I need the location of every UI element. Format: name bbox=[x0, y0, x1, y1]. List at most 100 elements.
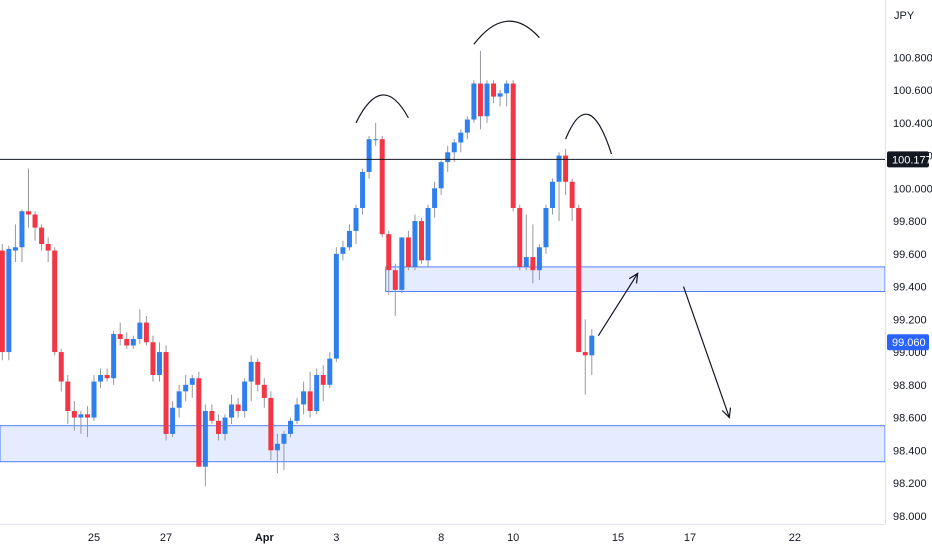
candle-body-up bbox=[464, 119, 470, 133]
candle-body-down bbox=[576, 207, 582, 353]
x-ticks-layer: 25 27 Apr 3 8 10 15 17 22 bbox=[88, 532, 801, 544]
candle-body-up bbox=[78, 414, 84, 418]
candle-body-down bbox=[163, 352, 169, 434]
candle-body-down bbox=[307, 391, 313, 412]
y-tick-label: 98.600 bbox=[893, 413, 927, 425]
y-tick-label: 99.200 bbox=[893, 314, 927, 326]
candle bbox=[150, 335, 156, 382]
candle-body-up bbox=[229, 404, 235, 418]
x-tick-label: 27 bbox=[160, 532, 172, 544]
x-tick-label: 15 bbox=[612, 532, 624, 544]
candle bbox=[39, 224, 45, 251]
y-tick-label: 98.400 bbox=[893, 445, 927, 457]
y-tick-label: 98.200 bbox=[893, 478, 927, 490]
candle bbox=[340, 240, 346, 261]
candle bbox=[576, 204, 582, 353]
candle bbox=[556, 152, 562, 222]
candle bbox=[412, 214, 418, 271]
candle bbox=[196, 371, 202, 467]
candle-body-up bbox=[222, 417, 228, 434]
candle-body-down bbox=[39, 227, 45, 244]
candle-body-up bbox=[340, 247, 346, 254]
candle bbox=[229, 394, 235, 425]
candle-body-down bbox=[392, 270, 398, 290]
candle bbox=[143, 316, 149, 346]
candle-body-down bbox=[320, 374, 326, 385]
candle bbox=[163, 345, 169, 441]
candle-body-up bbox=[98, 374, 104, 382]
candle-body-down bbox=[209, 411, 215, 421]
y-tick-label: 99.600 bbox=[893, 249, 927, 261]
candle-body-down bbox=[215, 420, 221, 434]
candle-body-down bbox=[0, 250, 5, 353]
candle bbox=[497, 90, 503, 107]
candle bbox=[6, 245, 12, 361]
candle bbox=[84, 406, 90, 438]
candle bbox=[215, 414, 221, 441]
candle bbox=[104, 368, 110, 382]
candle bbox=[530, 224, 536, 284]
candle bbox=[268, 391, 274, 461]
candle bbox=[288, 417, 293, 438]
candle-body-up bbox=[445, 152, 451, 163]
y-tick-label: 100.800 bbox=[893, 52, 932, 64]
candle-body-up bbox=[432, 188, 438, 208]
candle-body-down bbox=[143, 322, 149, 343]
candle-body-down bbox=[569, 181, 575, 208]
candle-body-up bbox=[556, 155, 562, 182]
candle-body-up bbox=[451, 142, 457, 153]
candle-body-down bbox=[517, 207, 523, 267]
head-arc bbox=[473, 20, 540, 45]
candle-body-up bbox=[484, 83, 490, 117]
candle bbox=[281, 430, 287, 470]
candle bbox=[294, 397, 300, 425]
candle-body-up bbox=[353, 207, 359, 231]
candle bbox=[569, 178, 575, 222]
candle-body-up bbox=[157, 352, 162, 375]
candle-body-up bbox=[536, 247, 542, 271]
candle bbox=[523, 214, 529, 271]
right-shoulder-arc bbox=[565, 113, 613, 155]
candle-body-up bbox=[12, 247, 18, 251]
candle-body-up bbox=[170, 407, 176, 434]
candle-body-up bbox=[301, 391, 307, 405]
candle bbox=[71, 401, 77, 431]
candle bbox=[320, 365, 326, 402]
candle bbox=[392, 263, 398, 317]
candle-body-up bbox=[458, 132, 464, 143]
candle-body-down bbox=[150, 342, 156, 375]
candle bbox=[491, 80, 497, 104]
decline-arrow-head bbox=[721, 407, 732, 419]
candle-body-down bbox=[405, 237, 411, 267]
bounce-arrow bbox=[597, 272, 639, 337]
candle bbox=[458, 129, 464, 153]
candle bbox=[45, 237, 51, 262]
candle-body-up bbox=[274, 443, 280, 451]
candle-body-up bbox=[314, 374, 320, 412]
candle bbox=[78, 411, 84, 434]
y-tick-label: 100.400 bbox=[893, 118, 932, 130]
candle-body-up bbox=[288, 420, 293, 434]
candle bbox=[261, 378, 267, 408]
candle bbox=[399, 237, 405, 294]
demand-zone-lower bbox=[0, 425, 886, 463]
candle bbox=[471, 80, 477, 123]
candle bbox=[32, 211, 38, 241]
candle bbox=[484, 80, 490, 123]
x-tick-label: 3 bbox=[333, 532, 339, 544]
candle bbox=[504, 80, 510, 107]
candle-body-up bbox=[91, 381, 97, 418]
y-tick-label: 100.600 bbox=[893, 85, 932, 97]
candle bbox=[189, 374, 195, 398]
candle-body-up bbox=[281, 433, 287, 444]
candle-body-up bbox=[189, 378, 195, 385]
candle-body-down bbox=[235, 404, 241, 412]
left-shoulder-arc bbox=[355, 94, 409, 124]
candle-body-up bbox=[373, 139, 379, 141]
candle bbox=[98, 368, 104, 389]
candle bbox=[242, 378, 248, 418]
candle bbox=[0, 243, 5, 361]
last-price-label-text: 99.060 bbox=[892, 337, 926, 349]
candle bbox=[589, 329, 595, 375]
